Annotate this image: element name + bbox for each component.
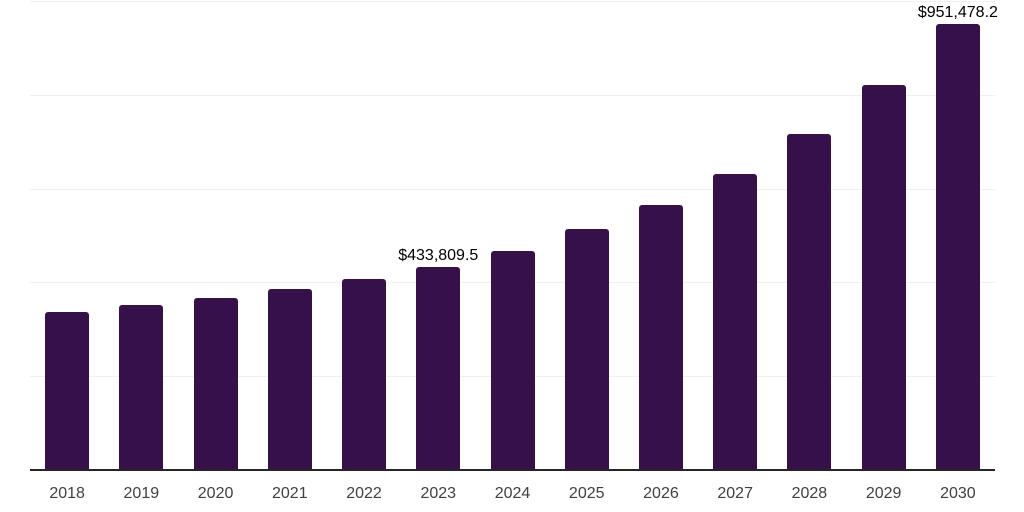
bar-2023 [416,266,461,470]
x-tick-label-2019: 2019 [123,485,160,502]
bar-2022 [342,279,387,470]
x-tick-label-2024: 2024 [494,485,531,502]
bar-2026 [638,204,683,470]
bar-2028 [787,133,832,470]
x-tick-label-2023: 2023 [420,485,457,502]
bar-2020 [193,298,238,470]
x-tick-label-2026: 2026 [643,485,679,502]
x-tick-label-2028: 2028 [791,485,828,502]
bar-2019 [119,305,164,470]
gridline [30,188,995,190]
bar-2027 [713,173,758,470]
data-label-2030: $951,478.2 [917,3,998,21]
bar-2030 [935,23,980,470]
x-tick-label-2020: 2020 [197,485,234,502]
bar-2029 [861,85,906,470]
x-tick-label-2025: 2025 [568,485,605,502]
bar-2018 [45,312,90,470]
x-tick-label-2030: 2030 [940,485,976,502]
x-tick-label-2021: 2021 [272,485,308,502]
x-tick-label-2029: 2029 [865,485,902,502]
x-tick-label-2018: 2018 [49,485,85,502]
x-tick-label-2027: 2027 [717,485,753,502]
bar-2025 [564,229,609,470]
data-label-2023: $433,809.5 [398,246,479,264]
x-tick-label-2022: 2022 [346,485,382,502]
gridline [30,1,995,2]
bar-2024 [490,250,535,470]
gridline [30,94,995,96]
x-axis-line [30,469,995,471]
bar-2021 [267,289,312,470]
